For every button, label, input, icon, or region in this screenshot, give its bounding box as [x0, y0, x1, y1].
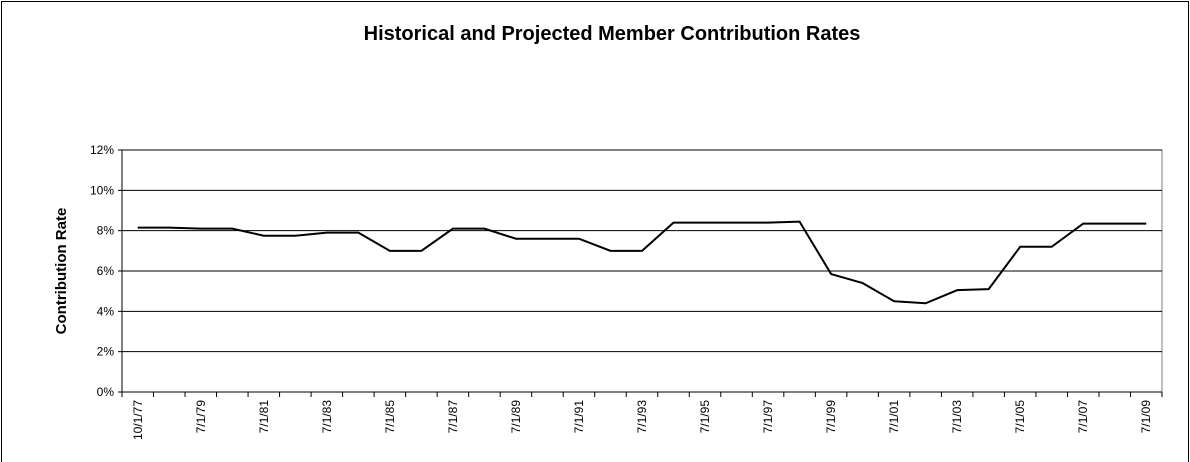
line-series — [137, 220, 1147, 305]
x-tick-label: 7/1/85 — [383, 400, 397, 434]
x-tick-label: 7/1/07 — [1076, 400, 1090, 434]
x-tick-label: 7/1/89 — [509, 400, 523, 434]
x-tick-label: 7/1/81 — [257, 400, 271, 434]
x-tick-label: 7/1/95 — [698, 400, 712, 434]
x-tick-label: 7/1/01 — [887, 400, 901, 434]
y-tick-label: 0% — [97, 385, 115, 399]
x-tick-label: 7/1/09 — [1139, 400, 1153, 434]
x-tick-label: 7/1/79 — [194, 400, 208, 434]
y-tick-label: 10% — [90, 183, 114, 197]
y-tick-label: 6% — [97, 264, 115, 278]
x-tick-label: 7/1/93 — [635, 400, 649, 434]
x-tick-label: 7/1/87 — [446, 400, 460, 434]
x-tick-label: 7/1/97 — [761, 400, 775, 434]
y-tick-label: 2% — [97, 345, 115, 359]
x-tick-label: 7/1/03 — [950, 400, 964, 434]
x-tick-label: 7/1/99 — [824, 400, 838, 434]
x-tick-label: 7/1/83 — [320, 400, 334, 434]
y-tick-label: 12% — [90, 143, 114, 157]
x-tick-label: 7/1/05 — [1013, 400, 1027, 434]
chart-title: Historical and Projected Member Contribu… — [364, 23, 861, 45]
x-tick-label: 10/1/77 — [131, 400, 145, 440]
y-tick-label: 4% — [97, 304, 115, 318]
x-tick-label: 7/1/91 — [572, 400, 586, 434]
y-tick-label: 8% — [97, 224, 115, 238]
y-axis-label: Contribution Rate — [53, 208, 70, 335]
